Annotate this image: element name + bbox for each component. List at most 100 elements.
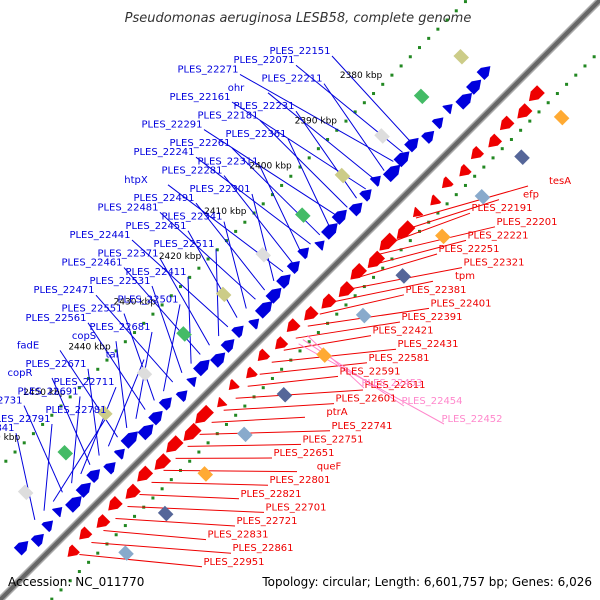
leader-line: [15, 433, 36, 521]
forward-gene-arrow: [476, 66, 491, 80]
leader-line: [159, 258, 210, 346]
tick-mark: [243, 404, 247, 408]
leader-line: [127, 505, 265, 513]
ruler-label: 2380 kbp: [340, 71, 383, 81]
tick-mark: [50, 413, 54, 417]
forward-gene-arrow: [369, 175, 381, 187]
tick-mark: [344, 119, 348, 123]
tick-mark: [31, 432, 35, 436]
leader-line: [223, 403, 335, 411]
reverse-gene-label: PLES_22831: [207, 530, 268, 541]
reverse-gene-label: PLES_22191: [471, 203, 532, 214]
forward-gene-label: PLES_22411: [125, 267, 186, 278]
leader-line: [159, 212, 256, 300]
feature-block: [474, 188, 491, 205]
tick-mark: [169, 294, 173, 298]
tick-mark: [335, 312, 339, 316]
forward-gene-label: PLES_22731: [0, 396, 23, 407]
forward-gene-label: PLES_22551: [61, 304, 122, 315]
feature-block: [237, 426, 253, 443]
leader-line: [302, 339, 405, 407]
tick-mark: [344, 303, 348, 307]
reverse-gene-label: tpm: [455, 271, 475, 282]
tick-mark: [96, 367, 100, 371]
reverse-gene-arrow: [217, 397, 228, 408]
forward-gene-label: PLES_22181: [197, 110, 258, 121]
reverse-gene-arrow: [195, 404, 214, 424]
leader-line: [187, 230, 238, 318]
tick-mark: [473, 174, 477, 178]
forward-gene-label: tal: [106, 350, 119, 361]
leader-line: [259, 120, 348, 208]
tick-mark: [77, 386, 81, 390]
tick-mark: [390, 73, 394, 77]
tick-mark: [206, 441, 210, 445]
tick-mark: [41, 422, 45, 426]
tick-mark: [399, 248, 403, 252]
leader-line: [319, 294, 405, 315]
reverse-gene-arrow: [137, 465, 154, 482]
reverse-gene-arrow: [367, 250, 386, 268]
reverse-gene-label: PLES_22861: [232, 543, 293, 554]
pseudogene-label: PLES_22454: [401, 396, 462, 407]
tick-mark: [445, 18, 449, 22]
forward-gene-arrow: [30, 533, 44, 547]
forward-gene-arrow: [75, 482, 91, 498]
forward-gene-arrow: [120, 431, 138, 449]
forward-gene-arrow: [286, 260, 300, 275]
reverse-gene-arrow: [412, 206, 424, 218]
forward-gene-arrow: [86, 469, 101, 483]
tick-mark: [381, 266, 385, 270]
reverse-gene-label: PLES_22611: [364, 380, 425, 391]
reverse-gene-arrow: [379, 232, 398, 251]
forward-gene-label: PLES_22461: [61, 258, 122, 269]
tick-mark: [215, 248, 219, 252]
forward-gene-label: PLES_22441: [69, 230, 130, 241]
leader-line: [259, 166, 302, 254]
forward-gene-label: PLES_22271: [177, 64, 238, 75]
leader-line: [331, 280, 434, 303]
tick-mark: [123, 524, 127, 528]
tick-mark: [261, 386, 265, 390]
reverse-gene-label: PLES_22221: [467, 230, 528, 241]
outer-tick-track: [4, 0, 467, 463]
tick-mark: [399, 64, 403, 68]
leader-line: [187, 276, 192, 364]
leader-line: [295, 321, 401, 339]
forward-gene-arrow: [113, 448, 125, 460]
tick-mark: [316, 331, 320, 335]
feature-block: [374, 128, 390, 144]
genome-summary-text: Topology: circular; Length: 6,601,757 bp…: [261, 575, 592, 589]
tick-mark: [224, 422, 228, 426]
leader-line: [203, 129, 339, 217]
forward-gene-arrow: [359, 189, 372, 202]
leader-line: [323, 83, 385, 171]
leader-line: [59, 350, 118, 438]
forward-gene-arrow: [175, 390, 188, 403]
leader-line: [163, 469, 298, 473]
forward-gene-arrow: [265, 287, 282, 304]
forward-gene-label: PLES_22561: [25, 313, 86, 324]
reverse-gene-arrow: [430, 194, 442, 206]
tick-mark: [454, 9, 458, 13]
tick-mark: [188, 275, 192, 279]
forward-gene-label: PLES_22671: [25, 359, 86, 370]
tick-mark: [234, 229, 238, 233]
feature-block: [276, 386, 293, 403]
reverse-gene-arrow: [154, 453, 172, 470]
tick-mark: [96, 551, 100, 555]
reverse-gene-label: PLES_22951: [203, 557, 264, 568]
reverse-gene-label: PLES_22401: [430, 298, 491, 309]
tick-mark: [298, 349, 302, 353]
reverse-gene-label: efp: [523, 190, 539, 201]
tick-mark: [224, 239, 228, 243]
gene-track: [13, 48, 570, 561]
position-ruler: 2380 kbp 2390 kbp 2400 kbp 2410 kbp 2420 kbp…: [0, 71, 383, 443]
forward-gene-label: PLES_22451: [125, 221, 186, 232]
tick-mark: [160, 487, 164, 491]
reverse-gene-label: PLES_22721: [236, 516, 297, 527]
leader-line: [52, 414, 109, 502]
leader-line: [251, 193, 275, 282]
